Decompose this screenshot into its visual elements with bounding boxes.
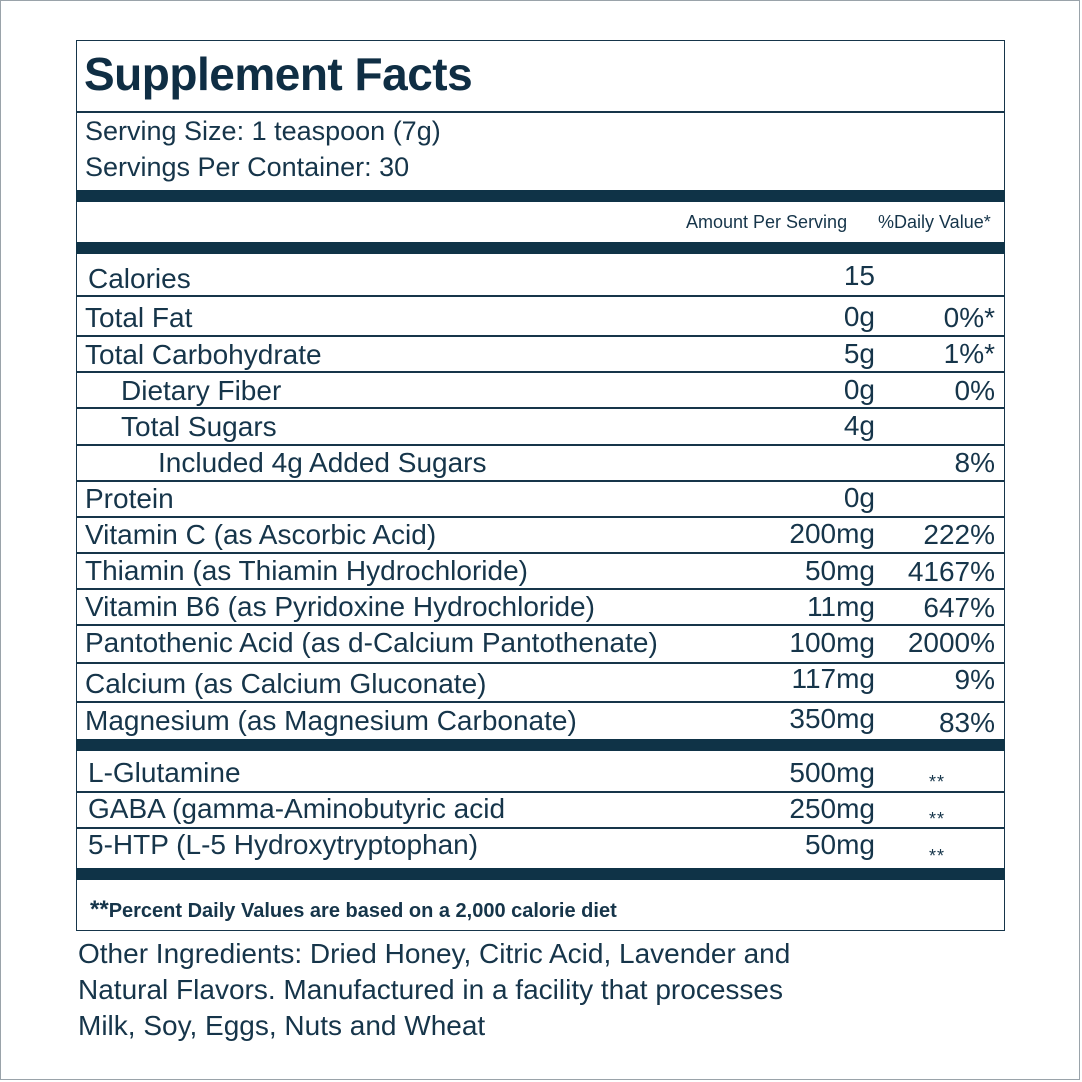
amount-per-serving-header: Amount Per Serving bbox=[686, 212, 848, 232]
divider bbox=[76, 111, 1005, 113]
nutrient-daily-value: 1%* bbox=[943, 338, 995, 369]
nutrient-amount: 0g bbox=[843, 374, 875, 405]
nutrient-amount: 5g bbox=[843, 338, 875, 369]
supplement-facts-panel bbox=[76, 40, 1005, 931]
nutrient-name: Total Carbohydrate bbox=[85, 339, 322, 370]
nutrient-name: Vitamin B6 (as Pyridoxine Hydrochloride) bbox=[85, 591, 595, 622]
panel-title: Supplement Facts bbox=[84, 48, 473, 100]
thick-divider bbox=[76, 190, 1005, 202]
ingredient-amount: 250mg bbox=[789, 793, 875, 824]
nutrient-amount: 15 bbox=[843, 260, 875, 291]
nutrient-amount: 0g bbox=[843, 301, 875, 332]
nutrient-daily-value: 9% bbox=[954, 664, 995, 695]
row-divider bbox=[76, 407, 1005, 409]
serving-size: Serving Size: 1 teaspoon (7g) bbox=[85, 116, 441, 146]
nutrient-daily-value: 647% bbox=[923, 592, 995, 623]
ingredient-daily-value: ** bbox=[928, 772, 945, 792]
nutrient-name: Total Sugars bbox=[121, 411, 277, 442]
row-divider bbox=[76, 371, 1005, 373]
row-divider bbox=[76, 480, 1005, 482]
nutrient-name: Magnesium (as Magnesium Carbonate) bbox=[85, 705, 577, 736]
ingredient-amount: 50mg bbox=[804, 829, 875, 860]
ingredient-name: L-Glutamine bbox=[88, 757, 241, 788]
servings-per-container: Servings Per Container: 30 bbox=[85, 152, 410, 182]
nutrient-name: Calcium (as Calcium Gluconate) bbox=[85, 668, 487, 699]
thick-divider bbox=[76, 739, 1005, 751]
row-divider bbox=[76, 295, 1005, 297]
nutrient-daily-value: 4167% bbox=[907, 556, 995, 587]
row-divider bbox=[76, 335, 1005, 337]
nutrient-amount: 0g bbox=[843, 482, 875, 513]
nutrient-name: Dietary Fiber bbox=[121, 375, 282, 406]
nutrient-amount: 4g bbox=[843, 410, 875, 441]
footnote-text: Percent Daily Values are based on a 2,00… bbox=[108, 900, 617, 922]
nutrient-name: Calories bbox=[88, 263, 191, 294]
other-ingredients-line: Natural Flavors. Manufactured in a facil… bbox=[78, 974, 783, 1005]
row-divider bbox=[76, 552, 1005, 554]
ingredient-amount: 500mg bbox=[789, 757, 875, 788]
other-ingredients-line: Milk, Soy, Eggs, Nuts and Wheat bbox=[78, 1010, 486, 1041]
row-divider bbox=[76, 662, 1005, 664]
nutrient-daily-value: 222% bbox=[923, 519, 995, 550]
nutrient-name: Thiamin (as Thiamin Hydrochloride) bbox=[85, 555, 528, 586]
nutrient-daily-value: 0% bbox=[954, 375, 995, 406]
nutrient-daily-value: 8% bbox=[954, 447, 995, 478]
footnote-mark: ** bbox=[90, 896, 109, 923]
daily-value-header: %Daily Value* bbox=[878, 212, 991, 232]
row-divider bbox=[76, 827, 1005, 829]
thick-divider bbox=[76, 242, 1005, 254]
row-divider bbox=[76, 516, 1005, 518]
nutrient-amount: 117mg bbox=[791, 663, 875, 694]
row-divider bbox=[76, 444, 1005, 446]
nutrient-name: Included 4g Added Sugars bbox=[158, 447, 487, 478]
nutrient-name: Protein bbox=[85, 483, 174, 514]
ingredient-daily-value: ** bbox=[928, 809, 945, 829]
nutrient-name: Vitamin C (as Ascorbic Acid) bbox=[85, 519, 437, 550]
thick-divider bbox=[76, 868, 1005, 880]
row-divider bbox=[76, 791, 1005, 793]
other-ingredients-line: Other Ingredients: Dried Honey, Citric A… bbox=[78, 938, 791, 969]
other-ingredients: Other Ingredients: Dried Honey, Citric A… bbox=[78, 936, 978, 1044]
daily-value-footnote: **Percent Daily Values are based on a 2,… bbox=[90, 895, 617, 926]
nutrient-name: Total Fat bbox=[85, 302, 193, 333]
row-divider bbox=[76, 588, 1005, 590]
nutrient-amount: 100mg bbox=[789, 627, 875, 658]
ingredient-daily-value: ** bbox=[928, 846, 945, 866]
ingredient-name: GABA (gamma-Aminobutyric acid bbox=[88, 793, 506, 824]
row-divider bbox=[76, 624, 1005, 626]
nutrient-daily-value: 83% bbox=[938, 707, 995, 738]
nutrient-name: Pantothenic Acid (as d-Calcium Pantothen… bbox=[85, 627, 658, 658]
ingredient-name: 5-HTP (L-5 Hydroxytryptophan) bbox=[88, 829, 479, 860]
row-divider bbox=[76, 701, 1005, 703]
nutrient-amount: 50mg bbox=[804, 555, 875, 586]
nutrient-daily-value: 0%* bbox=[943, 302, 995, 333]
nutrient-daily-value: 2000% bbox=[907, 627, 995, 658]
nutrient-amount: 200mg bbox=[789, 518, 875, 549]
nutrient-amount: 350mg bbox=[789, 703, 875, 734]
nutrient-amount: 11mg bbox=[807, 591, 875, 622]
